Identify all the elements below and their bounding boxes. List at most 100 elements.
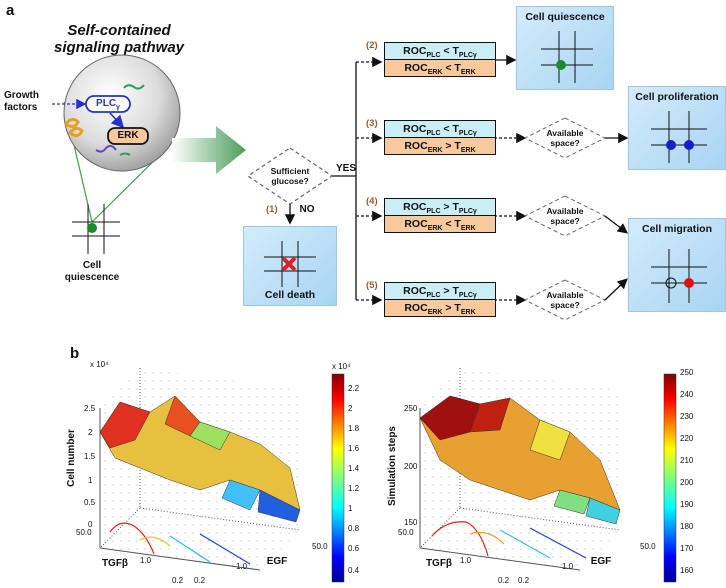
space-diamond-5 <box>523 279 607 321</box>
migration-box: Cell migration <box>628 218 726 312</box>
green-molecule-icon <box>123 84 145 90</box>
right-cb-tick: 160 <box>680 566 694 575</box>
panel-b-label: b <box>70 345 80 362</box>
growth-factors-label: Growth factors <box>4 90 39 113</box>
quiescence-box: Cell quiescence <box>516 6 614 90</box>
space-text-3: Available space? <box>546 128 584 148</box>
orange-molecule-icon <box>63 117 80 129</box>
left-ztick-5: 0 <box>88 520 93 529</box>
left-ztick-2: 1.5 <box>84 452 96 461</box>
no-label: NO <box>299 204 315 215</box>
right-ztick-1: 200 <box>404 462 418 471</box>
branch-4-num: (4) <box>366 196 378 207</box>
right-cb-tick: 220 <box>680 434 694 443</box>
quiescence-grid-icon <box>541 31 593 83</box>
erk-label: ERK <box>117 130 139 141</box>
left-ztick-0: 2.5 <box>84 404 96 413</box>
erk-box <box>107 127 149 145</box>
left-ztick-1: 2 <box>88 428 93 437</box>
left-cb-tick: 1.2 <box>348 484 360 493</box>
pathway-title: Self-contained signaling pathway <box>53 22 185 56</box>
decision-text: Sufficient glucose? <box>270 166 310 186</box>
branch-1-num: (1) <box>266 204 278 215</box>
cell-death-label: Cell death <box>264 289 316 301</box>
right-cb-tick: 190 <box>680 500 694 509</box>
left-cb-tick: 0.6 <box>348 544 360 553</box>
left-zlabel: Cell number <box>66 429 77 487</box>
left-egf-label: EGF <box>266 556 288 567</box>
right-cb-tick: 210 <box>680 456 694 465</box>
right-cb-tick: 250 <box>680 368 694 377</box>
roc-box-3: ROCPLC < TPLCγ ROCERK > TERK <box>384 120 496 155</box>
left-ztick-4: 0.5 <box>84 498 96 507</box>
right-colorbar <box>663 373 677 583</box>
right-cb-tick: 180 <box>680 522 694 531</box>
left-zscale: x 10⁴ <box>90 360 109 369</box>
panel-a-graphics <box>52 54 629 321</box>
left-egf-tick-1: 1.0 <box>236 562 248 571</box>
migration-grid-icon <box>651 249 707 303</box>
left-egf-tick-2: 50.0 <box>312 542 328 551</box>
proliferation-grid-icon <box>651 111 707 163</box>
right-egf-label: EGF <box>590 556 612 567</box>
right-egf-tick-1: 1.0 <box>562 562 574 571</box>
cell-death-grid-icon <box>264 241 316 287</box>
roc-box-2: ROCPLC < TPLCγ ROCERK < TERK <box>384 42 496 77</box>
right-tgf-tick-2: 0.2 <box>498 576 510 585</box>
branch-2-num: (2) <box>366 40 378 51</box>
quiescence-label: Cell quiescence <box>525 11 605 23</box>
left-ztick-3: 1 <box>88 476 93 485</box>
panel-b-graphics <box>99 368 677 583</box>
left-cb-tick: 0.4 <box>348 566 360 575</box>
cell-quiescence-left-label: Cell quiescence <box>64 260 120 283</box>
right-cb-tick: 240 <box>680 390 694 399</box>
left-tgf-tick-0: 50.0 <box>76 528 92 537</box>
left-egf-tick-0: 0.2 <box>194 576 206 585</box>
right-ztick-2: 150 <box>404 518 418 527</box>
right-tgf-label: TGFβ <box>425 558 453 569</box>
left-tgf-label: TGFβ <box>101 558 129 569</box>
left-tgf-tick-1: 1.0 <box>140 556 152 565</box>
panel-a-label: a <box>6 2 15 19</box>
right-tgf-tick-1: 1.0 <box>460 556 472 565</box>
left-cb-scale: x 10⁴ <box>332 362 351 371</box>
right-cb-tick: 200 <box>680 478 694 487</box>
left-surface-plot <box>99 368 301 571</box>
left-cb-tick: 1 <box>348 504 353 513</box>
right-zlabel: Simulation steps <box>387 426 398 507</box>
plc-label: PLCγ <box>96 98 120 111</box>
migration-label: Cell migration <box>641 223 712 235</box>
big-arrow <box>172 126 246 174</box>
yes-label: YES <box>335 163 356 174</box>
left-cb-tick: 2.2 <box>348 384 360 393</box>
right-ztick-0: 250 <box>404 404 418 413</box>
space-text-5: Available space? <box>546 290 584 310</box>
left-cb-tick: 1.8 <box>348 424 360 433</box>
plc-box <box>85 95 131 113</box>
right-surface-plot <box>419 368 621 571</box>
cell-circle <box>63 54 181 172</box>
left-cb-tick: 2 <box>348 404 353 413</box>
roc-box-5: ROCPLC > TPLCγ ROCERK > TERK <box>384 282 496 317</box>
right-cb-tick: 170 <box>680 544 694 553</box>
left-tgf-tick-2: 0.2 <box>172 576 184 585</box>
space-diamond-3 <box>523 117 607 159</box>
right-egf-tick-0: 0.2 <box>518 576 530 585</box>
plc-erk-arrow <box>109 112 125 129</box>
right-egf-tick-2: 50.0 <box>640 542 656 551</box>
right-cb-tick: 230 <box>680 412 694 421</box>
branch-3-num: (3) <box>366 118 378 129</box>
left-cb-tick: 0.8 <box>348 524 360 533</box>
proliferation-label: Cell proliferation <box>635 91 719 103</box>
left-cb-tick: 1.6 <box>348 444 360 453</box>
left-cb-tick: 1.4 <box>348 464 360 473</box>
proliferation-box: Cell proliferation <box>628 86 726 170</box>
roc-box-4: ROCPLC > TPLCγ ROCERK < TERK <box>384 198 496 233</box>
right-tgf-tick-0: 50.0 <box>398 528 414 537</box>
left-colorbar <box>331 373 345 583</box>
space-diamond-4 <box>523 195 607 237</box>
space-text-4: Available space? <box>546 206 584 226</box>
left-grid-icon <box>72 204 120 254</box>
purple-molecule-icon <box>95 144 117 153</box>
branch-5-num: (5) <box>366 280 378 291</box>
